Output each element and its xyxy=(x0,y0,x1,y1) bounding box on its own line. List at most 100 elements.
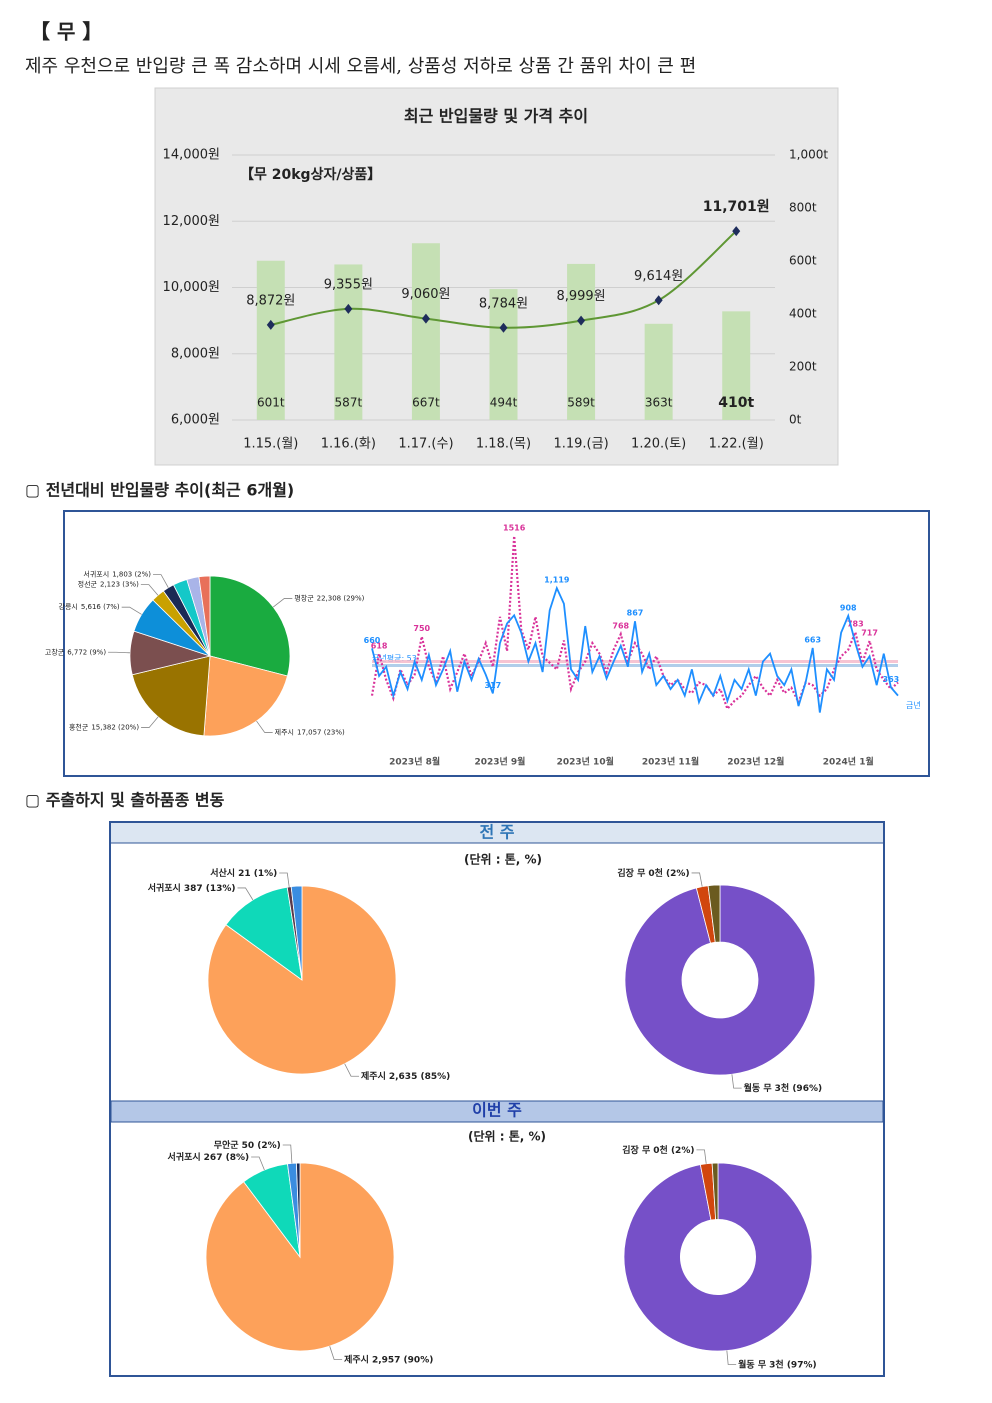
series-line xyxy=(370,535,899,711)
panel-title: 전 주 xyxy=(479,823,514,842)
slice-category: 월동 무 xyxy=(738,1358,766,1370)
point-label: 363 xyxy=(883,675,900,684)
chart-title: 최근 반입물량 및 가격 추이 xyxy=(404,107,588,126)
slice-label: 고창군 6,772 (9%) xyxy=(45,648,106,656)
x-tick-label: 1.16.(화) xyxy=(321,437,376,452)
panel-band xyxy=(110,1100,884,1123)
x-tick-label: 1.17.(수) xyxy=(398,437,453,452)
unit-label: (단위 : 톤, %) xyxy=(464,852,542,867)
x-tick-label: 2023년 10월 xyxy=(557,756,614,768)
bar-label: 587t xyxy=(335,396,363,410)
bar xyxy=(567,263,596,420)
bar-label: 589t xyxy=(567,396,595,410)
pie-slice xyxy=(707,884,721,943)
x-tick-label: 1.20.(토) xyxy=(631,437,686,452)
price-marker xyxy=(266,319,275,330)
point-label: 768 xyxy=(612,622,629,631)
slice-label: 김장 무 0천 (2%) xyxy=(622,1143,694,1155)
leader-line xyxy=(140,584,159,596)
leader-line xyxy=(329,1346,343,1360)
slice-value: 0천 (2%) xyxy=(648,867,689,878)
subtitle: 제주 우천으로 반입량 큰 폭 감소하며 시세 오름세, 상품성 저하로 상품 … xyxy=(25,56,696,77)
y2-tick-label: 600t xyxy=(789,254,817,268)
point-label: 663 xyxy=(804,635,821,644)
panel-title: 이번 주 xyxy=(472,1101,522,1120)
leader-line xyxy=(237,887,254,901)
leader-line xyxy=(726,1350,737,1365)
slice-category: 정선군 xyxy=(78,580,98,589)
leader-line xyxy=(691,872,703,887)
price-marker xyxy=(732,226,741,237)
slice-label: 평창군 22,308 (29%) xyxy=(294,593,364,602)
slice-label: 김장 무 0천 (2%) xyxy=(617,866,689,878)
slice-value: 22,308 (29%) xyxy=(317,594,365,602)
y2-tick-label: 400t xyxy=(789,307,817,321)
price-label: 8,872원 xyxy=(246,293,295,308)
point-label: 717 xyxy=(861,628,878,637)
price-label: 9,355원 xyxy=(324,277,373,292)
slice-value: 387 (13%) xyxy=(184,883,236,893)
bar-label: 494t xyxy=(490,396,518,410)
price-marker xyxy=(499,322,508,333)
bar xyxy=(256,260,285,420)
slice-label: 월동 무 3천 (97%) xyxy=(738,1358,816,1370)
chart-note: 【무 20kg상자/상품】 xyxy=(240,167,381,183)
price-marker xyxy=(344,303,353,314)
slice-value: 2,957 (90%) xyxy=(372,1355,433,1365)
leader-line xyxy=(273,598,293,608)
y-tick-label: 14,000원 xyxy=(163,148,220,163)
page-title: 【 무 】 xyxy=(30,20,102,44)
x-tick-label: 1.18.(목) xyxy=(476,437,531,452)
slice-label: 홍천군 15,382 (20%) xyxy=(69,723,139,732)
slice-label: 서산시 21 (1%) xyxy=(210,867,277,879)
price-marker xyxy=(654,295,663,306)
slice-value: 21 (1%) xyxy=(238,869,277,879)
slice-category: 강릉시 xyxy=(59,602,78,611)
leader-line xyxy=(251,1156,265,1171)
slice-label: 서귀포시 1,803 (2%) xyxy=(83,570,151,579)
leader-line xyxy=(153,574,169,588)
slice-category: 월동 무 xyxy=(744,1082,772,1094)
point-label: 317 xyxy=(484,681,501,690)
pie-slice xyxy=(296,1162,301,1258)
legend-label: 금년 xyxy=(906,700,921,710)
slice-value: 1,803 (2%) xyxy=(112,571,151,579)
slice-label: 월동 무 3천 (96%) xyxy=(744,1082,822,1094)
slice-value: 2,123 (3%) xyxy=(100,581,139,589)
slice-label: 제주시 2,957 (90%) xyxy=(344,1353,433,1365)
x-tick-label: 2023년 11월 xyxy=(642,756,699,768)
section-heading: ▢ 주출하지 및 출하품종 변동 xyxy=(25,791,225,810)
slice-category: 제주시 xyxy=(275,728,294,736)
bar-label: 363t xyxy=(645,396,673,410)
slice-category: 김장 무 xyxy=(617,866,645,878)
point-label: 783 xyxy=(847,620,864,629)
slice-category: 제주시 xyxy=(344,1353,369,1365)
y-tick-label: 8,000원 xyxy=(171,346,220,361)
bar xyxy=(722,311,751,420)
x-tick-label: 2024년 1월 xyxy=(823,756,874,768)
y2-tick-label: 200t xyxy=(789,360,817,374)
pie-slice xyxy=(203,655,288,737)
slice-value: 267 (8%) xyxy=(204,1153,249,1163)
leader-line xyxy=(141,716,159,728)
slice-category: 서귀포시 xyxy=(168,1151,201,1163)
bar xyxy=(334,264,363,420)
leader-line xyxy=(696,1149,707,1164)
x-tick-label: 2023년 8월 xyxy=(389,756,440,768)
bar xyxy=(411,243,440,420)
slice-value: 2,635 (85%) xyxy=(389,1072,450,1082)
point-label: 750 xyxy=(413,624,430,633)
section-heading: ▢ 전년대비 반입물량 추이(최근 6개월) xyxy=(25,481,294,500)
slice-label: 제주시 2,635 (85%) xyxy=(361,1070,450,1082)
slice-label: 서귀포시 387 (13%) xyxy=(148,881,236,893)
slice-category: 제주시 xyxy=(361,1070,386,1082)
point-label: 867 xyxy=(627,609,644,618)
x-tick-label: 2023년 12월 xyxy=(727,756,784,768)
slice-category: 평창군 xyxy=(294,593,314,602)
bar-label: 667t xyxy=(412,396,440,410)
y-tick-label: 6,000원 xyxy=(171,413,220,428)
leader-line xyxy=(279,872,290,887)
slice-value: 3천 (96%) xyxy=(775,1083,822,1094)
x-tick-label: 1.15.(월) xyxy=(243,437,298,452)
slice-category: 고창군 xyxy=(45,648,65,656)
